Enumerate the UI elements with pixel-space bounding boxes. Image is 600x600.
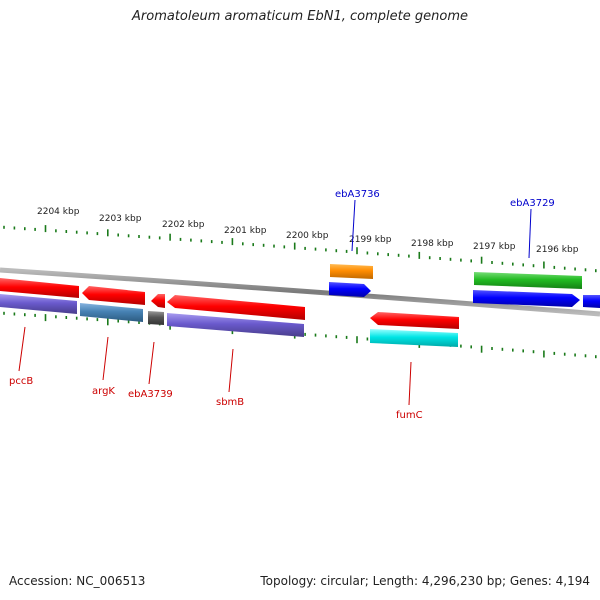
- gene-arrow-ebA3729[interactable]: [473, 290, 580, 307]
- cog-bar-ebA3729: [474, 272, 582, 289]
- tick-label-2196: 2196 kbp: [536, 245, 579, 255]
- tick-label-2201: 2201 kbp: [224, 226, 267, 236]
- gene-arrow-ebA3739[interactable]: [151, 294, 165, 308]
- gene-label-fumC[interactable]: fumC: [396, 410, 423, 421]
- genome-backbone: [0, 267, 600, 317]
- cog-bar-sbmB: [167, 313, 304, 337]
- gene-arrow-ebA3736[interactable]: [329, 282, 371, 297]
- gene-label-ebA3739[interactable]: ebA3739: [128, 389, 173, 400]
- cog-bar-pccB: [0, 294, 77, 314]
- leader-line-ebA3736: [351, 199, 356, 252]
- leader-line-ebA3729: [528, 208, 532, 259]
- tick-label-2204: 2204 kbp: [37, 207, 80, 217]
- forward-strand-genes: [329, 264, 600, 308]
- leader-line-sbmB: [228, 348, 234, 393]
- tick-label-2199: 2199 kbp: [349, 235, 392, 245]
- reverse-strand-genes: [0, 278, 459, 329]
- cog-bar-fumC: [370, 329, 458, 347]
- leader-line-fumC: [408, 361, 412, 406]
- accession-text: Accession: NC_006513: [9, 574, 146, 588]
- cog-bar-ebA3736: [330, 264, 373, 279]
- tick-label-2203: 2203 kbp: [99, 214, 142, 224]
- gene-arrow-argK[interactable]: [82, 286, 145, 305]
- leader-line-ebA3739: [148, 341, 155, 385]
- upper-tick-ruler: [3, 225, 597, 273]
- gene-arrow-next[interactable]: [583, 295, 600, 308]
- gene-label-ebA3736[interactable]: ebA3736: [335, 189, 380, 200]
- cog-bar-argK: [80, 303, 143, 322]
- gene-label-sbmB[interactable]: sbmB: [216, 397, 244, 408]
- gene-labels: pccB argK ebA3739 sbmB fumC ebA3736 ebA3…: [9, 189, 555, 421]
- leader-line-argK: [102, 336, 109, 381]
- tick-label-2198: 2198 kbp: [411, 239, 454, 249]
- tick-label-2202: 2202 kbp: [162, 220, 205, 230]
- genome-summary-text: Topology: circular; Length: 4,296,230 bp…: [260, 574, 590, 588]
- tick-labels: 2204 kbp 2203 kbp 2202 kbp 2201 kbp 2200…: [37, 207, 579, 255]
- tick-label-2200: 2200 kbp: [286, 231, 329, 241]
- gene-arrow-sbmB[interactable]: [167, 295, 305, 320]
- leader-line-pccB: [18, 326, 26, 372]
- cog-bar-ebA3739: [148, 311, 164, 325]
- gene-arrow-pccB[interactable]: [0, 278, 79, 298]
- leader-lines: [18, 199, 532, 406]
- gene-label-ebA3729[interactable]: ebA3729: [510, 198, 555, 209]
- tick-label-2197: 2197 kbp: [473, 242, 516, 252]
- gene-label-argK[interactable]: argK: [92, 386, 115, 397]
- gene-label-pccB[interactable]: pccB: [9, 376, 33, 387]
- map-title: Aromatoleum aromaticum EbN1, complete ge…: [132, 9, 468, 24]
- cog-bars: [0, 294, 458, 347]
- gene-arrow-fumC[interactable]: [370, 312, 459, 329]
